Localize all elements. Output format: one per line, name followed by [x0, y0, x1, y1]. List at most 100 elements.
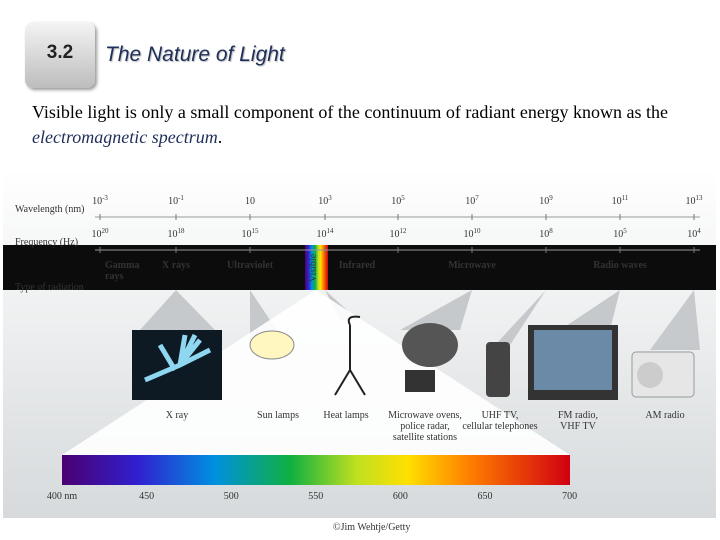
tick-exponent: 11: [622, 194, 629, 202]
tick-exponent: 10: [474, 227, 482, 235]
tick-base: 10: [539, 229, 549, 240]
tick-base: 10: [92, 196, 102, 207]
hand-icon: [144, 333, 212, 383]
radiation-type: Visible: [308, 253, 319, 282]
tick-exponent: 4: [697, 227, 701, 235]
tick-base: 10: [390, 229, 400, 240]
tick-label: 103: [318, 194, 332, 207]
tick-label: 10-1: [168, 194, 184, 207]
radiation-band: [3, 245, 716, 290]
device-label-line: Heat lamps: [323, 410, 368, 421]
device-label: FM radio, VHF TV: [558, 410, 598, 432]
tick-base: 10: [465, 196, 475, 207]
emphasis: electromagnetic spectrum: [32, 127, 218, 147]
tick-exponent: 20: [102, 227, 110, 235]
tick-base: 10: [317, 229, 327, 240]
tick-label: 1014: [317, 227, 335, 240]
tick-base: 10: [245, 196, 255, 207]
projection-cones: [140, 290, 700, 350]
visible-scale-label: 650: [478, 491, 493, 502]
credit-background: [326, 522, 396, 532]
body-text: Visible light is only a small component …: [32, 102, 668, 122]
tick-base: 10: [92, 229, 102, 240]
visible-strip: [305, 245, 328, 290]
section-number: 3.2: [25, 22, 95, 88]
credit: ©Jim Wehtje/Getty: [333, 522, 410, 533]
radiation-type-word: Gamma: [105, 260, 139, 271]
device-label: X ray: [166, 410, 189, 421]
tick-label: 1011: [612, 194, 629, 207]
tick-base: 10: [242, 229, 252, 240]
visible-scale-label: 450: [139, 491, 154, 502]
tick-exponent: 5: [401, 194, 405, 202]
visible-scale-label: 600: [393, 491, 408, 502]
tick-base: 10: [687, 229, 697, 240]
radiation-type: Infrared: [339, 260, 376, 271]
device-label-line: AM radio: [645, 410, 684, 421]
tick-label: 10-3: [92, 194, 108, 207]
radiation-type: Gamma rays: [105, 260, 139, 282]
tick-base: 10: [686, 196, 696, 207]
dish-icon: [402, 323, 458, 367]
tick-exponent: 13: [696, 194, 704, 202]
sun-lamp-icon: [249, 330, 295, 360]
visible-projection: [62, 290, 570, 455]
device-label-line: satellite stations: [393, 432, 457, 443]
tick-label: 105: [391, 194, 405, 207]
tick-exponent: 3: [328, 194, 332, 202]
tick-base: 10: [168, 196, 178, 207]
device-label-line: VHF TV: [560, 421, 596, 432]
tick-label: 104: [687, 227, 701, 240]
radiation-type: Ultraviolet: [227, 260, 274, 271]
tick-label: 109: [539, 194, 553, 207]
tick-base: 10: [318, 196, 328, 207]
device-label: Heat lamps: [323, 410, 368, 421]
device-label-line: X ray: [166, 410, 189, 421]
tick-exponent: 18: [178, 227, 186, 235]
tick-label: 1020: [92, 227, 110, 240]
device-label: AM radio: [645, 410, 684, 421]
row-label: Frequency (Hz): [15, 237, 78, 248]
row-label: Wavelength (nm): [15, 204, 84, 215]
tick-base: 10: [391, 196, 401, 207]
device-label: Microwave ovens, police radar, satellite s…: [388, 410, 462, 443]
tick-base: 10: [612, 196, 622, 207]
tick-exponent: 9: [549, 194, 553, 202]
tick-exponent: 8: [549, 227, 553, 235]
radiation-type: Microwave: [448, 260, 496, 271]
tick-label: 105: [613, 227, 627, 240]
device-label-line: UHF TV,: [482, 410, 519, 421]
tick-exponent: 15: [252, 227, 260, 235]
device-label: UHF TV, cellular telephones: [462, 410, 537, 432]
heat-lamp-icon: [334, 315, 366, 396]
radiation-type: X rays: [162, 260, 190, 271]
radiation-type-word: rays: [105, 271, 123, 282]
radiation-type: Radio waves: [593, 260, 647, 271]
device-label-line: cellular telephones: [462, 421, 537, 432]
tick-exponent: -1: [178, 194, 184, 202]
tick-base: 10: [613, 229, 623, 240]
visible-scale-label: 400 nm: [47, 491, 78, 502]
visible-scale-label: 500: [224, 491, 239, 502]
tick-label: 10: [245, 196, 255, 207]
tick-base: 10: [539, 196, 549, 207]
row-label: Type of radiation: [15, 282, 84, 293]
phone-icon: [486, 342, 510, 397]
device-label: Sun lamps: [257, 410, 299, 421]
tick-exponent: 5: [623, 227, 627, 235]
tick-base: 10: [168, 229, 178, 240]
tick-label: 107: [465, 194, 479, 207]
tick-label: 108: [539, 227, 553, 240]
tick-label: 1010: [464, 227, 482, 240]
body-text: Visible light is only a small component …: [32, 100, 672, 150]
device-label-line: FM radio,: [558, 410, 598, 421]
visible-scale-label: 550: [308, 491, 323, 502]
visible-scale-label: 700: [562, 491, 577, 502]
tick-exponent: 7: [475, 194, 479, 202]
tick-base: 10: [464, 229, 474, 240]
dish-base: [405, 370, 435, 392]
tick-exponent: -3: [102, 194, 108, 202]
tick-exponent: 14: [327, 227, 335, 235]
